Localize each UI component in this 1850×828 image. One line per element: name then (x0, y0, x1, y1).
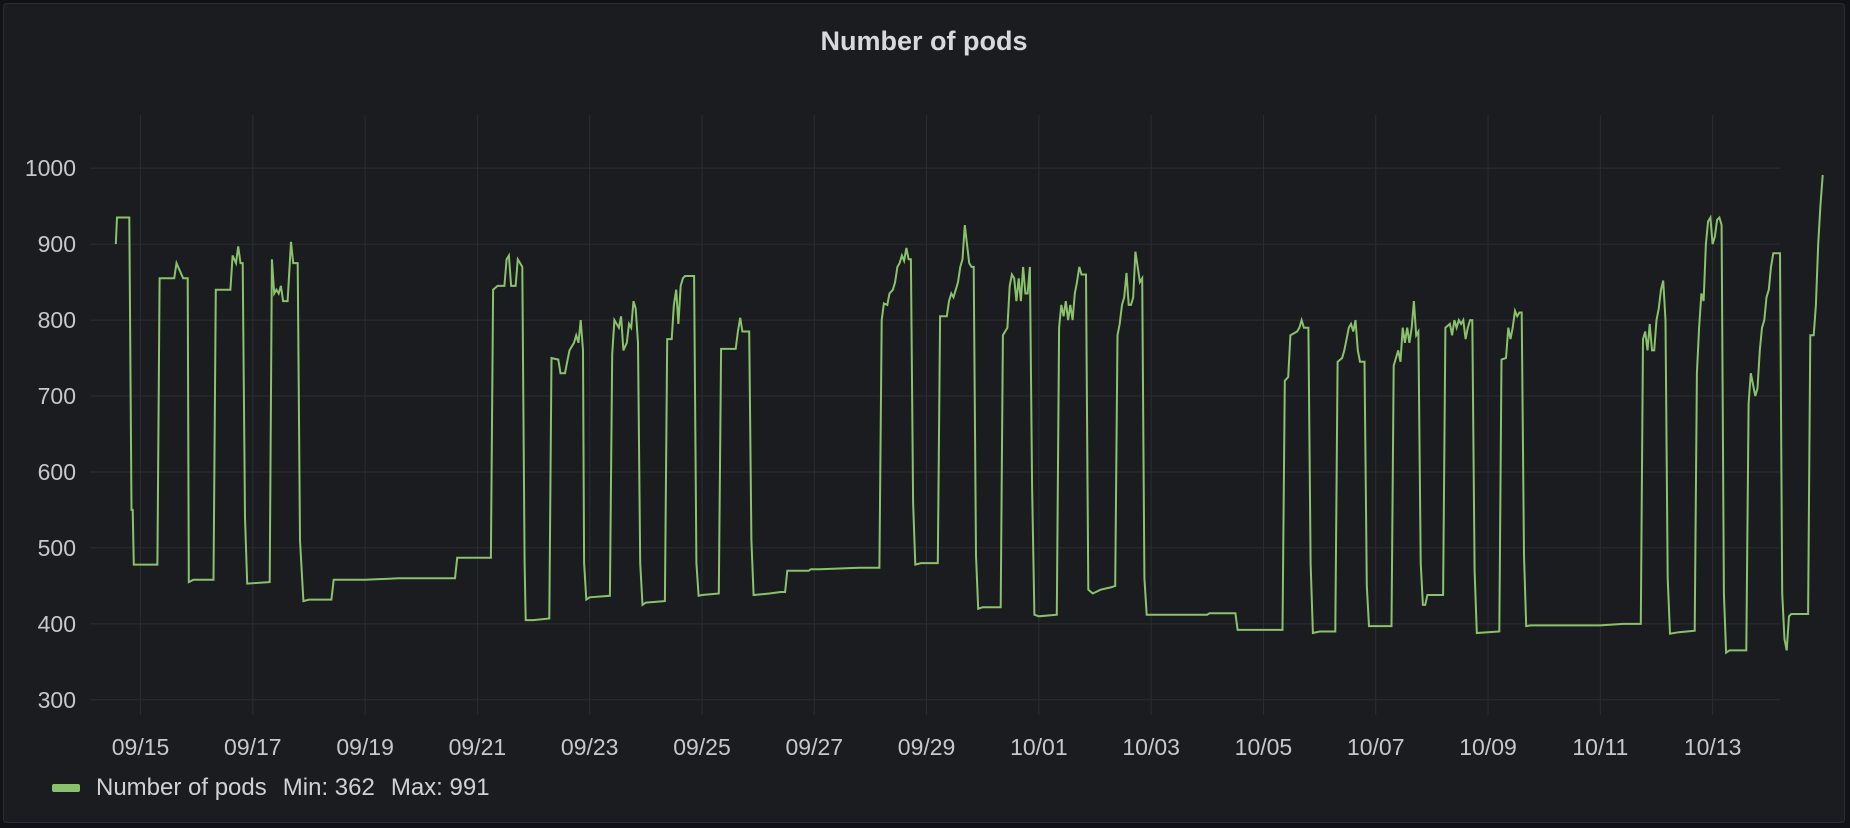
y-tick-label: 800 (38, 307, 76, 333)
x-tick-label: 10/05 (1235, 734, 1293, 760)
panel-title: Number of pods (820, 26, 1028, 56)
x-tick-label: 09/15 (112, 734, 170, 760)
series-line-number-of-pods[interactable] (114, 174, 1824, 655)
legend-max: Max: 991 (390, 774, 490, 801)
x-tick-label: 10/11 (1572, 734, 1628, 760)
y-tick-label: 600 (38, 459, 76, 485)
x-tick-label: 09/17 (224, 734, 282, 760)
y-tick-label: 500 (38, 535, 76, 561)
y-axis: 300 400 500 600 700 800 900 1000 (25, 155, 76, 713)
x-tick-label: 09/27 (786, 734, 844, 760)
x-axis: 09/15 09/17 09/19 09/21 09/23 09/25 09/27 09/29… (112, 734, 1742, 760)
x-tick-label: 09/29 (898, 734, 956, 760)
x-tick-label: 09/19 (336, 734, 394, 760)
y-tick-label: 400 (38, 611, 76, 637)
x-tick-label: 09/25 (673, 734, 731, 760)
legend-series-name[interactable]: Number of pods (96, 774, 267, 801)
x-tick-label: 10/01 (1010, 734, 1068, 760)
x-tick-label: 10/13 (1684, 734, 1742, 760)
grid-lines (90, 115, 1780, 715)
y-tick-label: 300 (38, 687, 76, 713)
legend[interactable]: Number of pods Min: 362 Max: 991 (52, 773, 506, 803)
y-tick-label: 900 (38, 231, 76, 257)
y-tick-label: 1000 (25, 155, 76, 181)
chart-panel: Number of pods (3, 3, 1845, 823)
legend-min: Min: 362 (282, 774, 375, 801)
x-tick-label: 10/09 (1459, 734, 1517, 760)
x-tick-label: 09/23 (561, 734, 619, 760)
x-tick-label: 09/21 (449, 734, 507, 760)
x-tick-label: 10/07 (1347, 734, 1405, 760)
x-tick-label: 10/03 (1122, 734, 1180, 760)
legend-swatch (52, 784, 80, 792)
y-tick-label: 700 (38, 383, 76, 409)
